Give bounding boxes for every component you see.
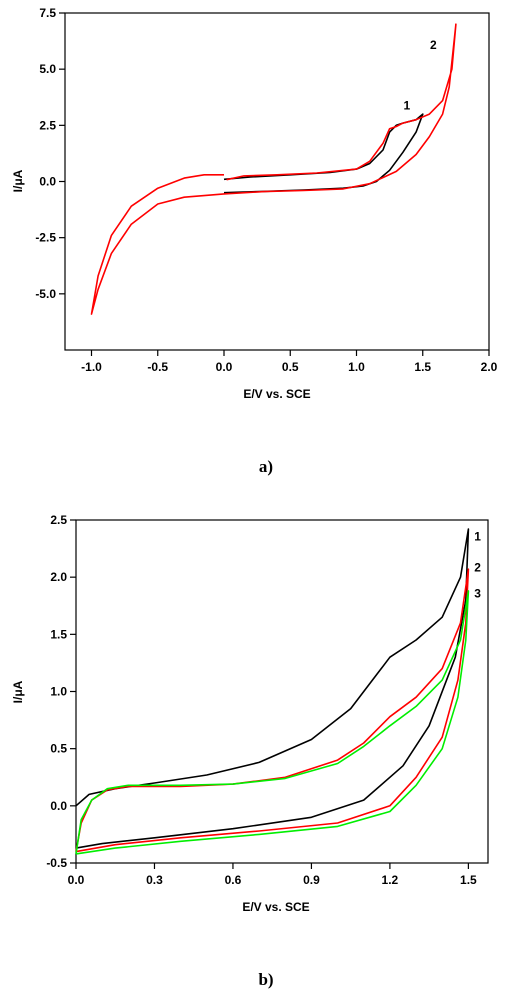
a-x-tick-label: 0.0 (216, 360, 233, 374)
panel-b-y-axis-label: I/μA (11, 680, 25, 703)
a-series-2-line (90, 23, 457, 315)
b-series-3-line (75, 590, 470, 855)
b-curve-label-2: 2 (474, 560, 481, 574)
b-y-tick-label: 1.0 (50, 685, 67, 699)
b-x-tick-label: 0.9 (303, 873, 320, 887)
b-x-tick-label: 0.0 (68, 873, 85, 887)
a-x-tick-label: 1.0 (348, 360, 365, 374)
b-y-tick-label: 0.5 (50, 742, 67, 756)
panel-a-y-ticks: 7.5 5.0 2.5 0.0 -2.5 -5.0 (35, 6, 65, 301)
a-y-tick-label: 2.5 (39, 118, 56, 132)
a-y-tick-label: 0.0 (39, 175, 56, 189)
panel-b-x-axis-label: E/V vs. SCE (242, 900, 309, 914)
b-x-tick-label: 0.6 (225, 873, 242, 887)
panel-b: 0.0 0.3 0.6 0.9 1.2 1.5 2.52.01.51.00.50.0-0.… (11, 513, 489, 989)
b-y-tick-label: 2.0 (50, 570, 67, 584)
panel-a-x-ticks: -1.0 -0.5 0.0 0.5 1.0 1.5 2.0 (81, 350, 498, 374)
a-x-tick-label: 2.0 (481, 360, 498, 374)
b-curve-label-3: 3 (474, 587, 481, 601)
panel-a-plot-frame (64, 12, 490, 351)
panel-b-annotations: 1 2 3 (474, 530, 481, 601)
b-y-tick-label: -0.5 (46, 856, 67, 870)
panel-b-plot-frame (75, 519, 489, 864)
panel-a-annotations: 12 (404, 38, 438, 113)
b-x-tick-label: 1.5 (460, 873, 477, 887)
b-curve-label-1: 1 (474, 530, 481, 544)
a-x-tick-label: -0.5 (147, 360, 168, 374)
panel-a-x-axis-label: E/V vs. SCE (243, 387, 310, 401)
a-curve-label-1: 1 (404, 99, 411, 113)
a-curve-label-2: 2 (430, 38, 437, 52)
panel-b-series (75, 528, 470, 855)
a-y-tick-label: 7.5 (39, 6, 56, 20)
a-y-tick-label: -2.5 (35, 231, 56, 245)
b-series-2-line (75, 568, 470, 853)
b-x-tick-label: 0.3 (146, 873, 163, 887)
a-y-tick-label: -5.0 (35, 287, 56, 301)
b-y-tick-label: 0.0 (50, 799, 67, 813)
b-y-tick-label: 1.5 (50, 627, 67, 641)
b-x-tick-label: 1.2 (382, 873, 399, 887)
panel-b-y-ticks: 2.5 2.0 1.5 1.0 0.5 0.0 -0.5 (46, 513, 76, 870)
panel-b-label: b) (258, 970, 273, 989)
a-y-tick-label: 5.0 (39, 62, 56, 76)
a-x-tick-label: 0.5 (282, 360, 299, 374)
b-series-1-line (75, 528, 470, 849)
panel-a-label: a) (259, 457, 273, 476)
panel-a-y-axis-label: I/μA (11, 169, 25, 192)
panel-a: -1.0 -0.5 0.0 0.5 1.0 1.5 2.0 7.5 5.0 2.5 0.0 -2.5… (11, 6, 498, 476)
panel-b-x-ticks: 0.0 0.3 0.6 0.9 1.2 1.5 (68, 863, 477, 887)
a-series-1-line (223, 113, 424, 194)
a-x-tick-label: -1.0 (81, 360, 102, 374)
b-y-tick-label: 2.5 (50, 513, 67, 527)
a-x-tick-label: 1.5 (414, 360, 431, 374)
panel-a-series (90, 23, 457, 315)
